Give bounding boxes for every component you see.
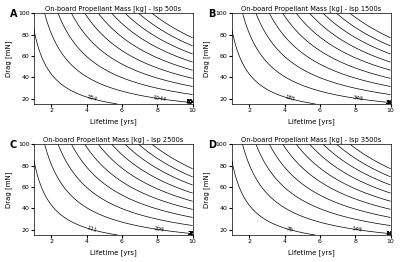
Text: 349: 349 — [385, 100, 396, 106]
Text: 1044: 1044 — [186, 99, 200, 106]
Text: 209: 209 — [187, 231, 198, 237]
Text: 149: 149 — [385, 231, 396, 237]
Text: 349: 349 — [385, 100, 396, 106]
Text: 349: 349 — [385, 100, 396, 106]
Text: 209: 209 — [187, 231, 198, 237]
Text: 349: 349 — [385, 100, 396, 106]
Text: 1044: 1044 — [186, 99, 200, 106]
Text: 349: 349 — [352, 95, 363, 102]
Text: 149: 149 — [385, 231, 396, 237]
Text: 349: 349 — [385, 100, 396, 106]
Text: 554: 554 — [86, 95, 98, 103]
X-axis label: Lifetime [yrs]: Lifetime [yrs] — [288, 250, 334, 256]
Text: 1044: 1044 — [186, 99, 200, 106]
Text: 349: 349 — [385, 100, 396, 106]
X-axis label: Lifetime [yrs]: Lifetime [yrs] — [90, 119, 136, 125]
Y-axis label: Drag [mN]: Drag [mN] — [6, 171, 12, 208]
Text: 149: 149 — [385, 231, 396, 237]
Text: 209: 209 — [154, 226, 165, 233]
Text: 1044: 1044 — [186, 99, 200, 106]
Text: 209: 209 — [187, 231, 198, 237]
Text: B: B — [208, 9, 215, 19]
Text: 1044: 1044 — [186, 99, 200, 106]
Text: 149: 149 — [385, 231, 396, 237]
Text: 209: 209 — [187, 231, 198, 237]
Text: 349: 349 — [385, 100, 396, 106]
Title: On-board Propellant Mass [kg] - Isp 3500s: On-board Propellant Mass [kg] - Isp 3500… — [241, 137, 381, 143]
Text: 209: 209 — [187, 231, 198, 237]
Text: 79: 79 — [286, 226, 294, 233]
Y-axis label: Drag [mN]: Drag [mN] — [204, 40, 210, 77]
Text: 111: 111 — [86, 226, 98, 234]
Text: 1044: 1044 — [186, 99, 200, 106]
Text: 209: 209 — [187, 231, 198, 237]
Title: On-board Propellant Mass [kg] - Isp 1500s: On-board Propellant Mass [kg] - Isp 1500… — [241, 6, 381, 12]
Y-axis label: Drag [mN]: Drag [mN] — [204, 171, 210, 208]
Text: 209: 209 — [187, 231, 198, 237]
X-axis label: Lifetime [yrs]: Lifetime [yrs] — [288, 119, 334, 125]
Text: 1044: 1044 — [186, 99, 200, 106]
Text: 185: 185 — [284, 95, 296, 103]
Text: 149: 149 — [385, 231, 396, 237]
Y-axis label: Drag [mN]: Drag [mN] — [6, 40, 12, 77]
Title: On-board Propellant Mass [kg] - Isp 2500s: On-board Propellant Mass [kg] - Isp 2500… — [43, 137, 183, 143]
Text: 149: 149 — [385, 231, 396, 237]
Text: 1044: 1044 — [186, 99, 200, 106]
X-axis label: Lifetime [yrs]: Lifetime [yrs] — [90, 250, 136, 256]
Text: 149: 149 — [385, 231, 396, 237]
Text: D: D — [208, 140, 216, 150]
Text: 1044: 1044 — [152, 95, 166, 102]
Text: 149: 149 — [352, 226, 363, 233]
Text: C: C — [10, 140, 17, 150]
Text: A: A — [10, 9, 17, 19]
Text: 209: 209 — [187, 231, 198, 237]
Title: On-board Propellant Mass [kg] - Isp 500s: On-board Propellant Mass [kg] - Isp 500s — [45, 6, 181, 12]
Text: 349: 349 — [385, 100, 396, 106]
Text: 149: 149 — [385, 231, 396, 237]
